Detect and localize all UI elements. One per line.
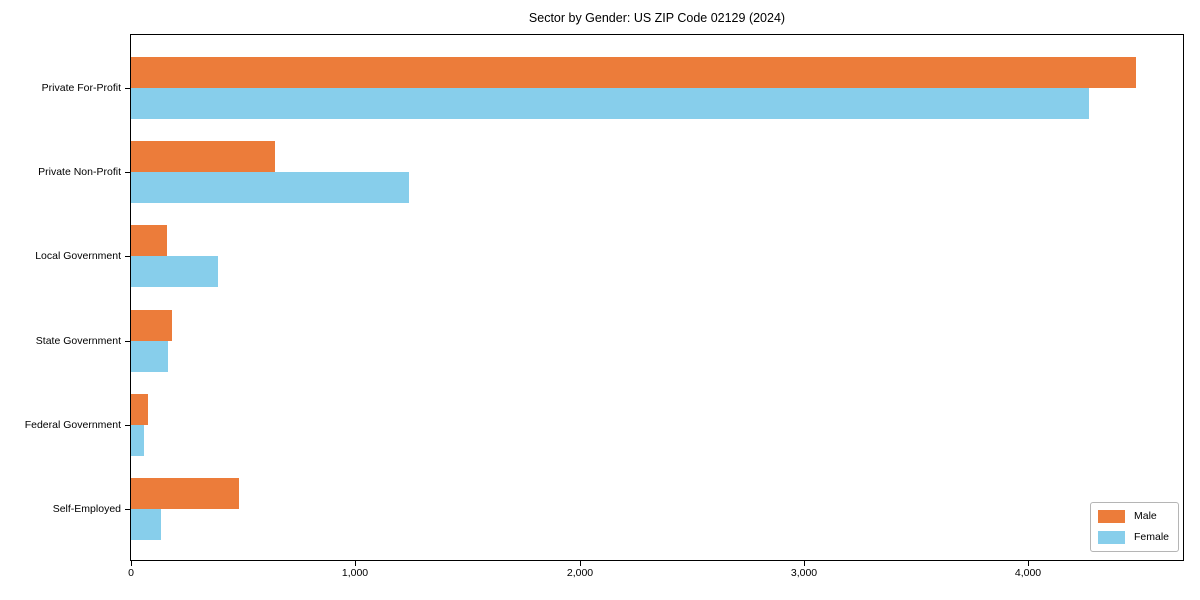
bar-male-private-for-profit bbox=[131, 57, 1136, 88]
x-tick-2000 bbox=[580, 561, 581, 566]
x-label-1000: 1,000 bbox=[341, 567, 369, 579]
x-tick-0 bbox=[131, 561, 132, 566]
x-label-0: 0 bbox=[128, 567, 134, 579]
legend-label-female: Female bbox=[1133, 531, 1169, 543]
legend-item-female: Female bbox=[1097, 531, 1169, 544]
legend-swatch-female bbox=[1097, 531, 1125, 544]
y-tick-self-employed bbox=[125, 509, 130, 510]
bar-female-federal-government bbox=[131, 424, 144, 456]
bar-female-local-government bbox=[131, 256, 218, 288]
legend-label-male: Male bbox=[1133, 510, 1157, 522]
y-label-self-employed: Self-Employed bbox=[52, 503, 121, 515]
y-label-federal-government: Federal Government bbox=[24, 418, 121, 431]
x-label-4000: 4,000 bbox=[1014, 567, 1042, 579]
chart-title: Sector by Gender: US ZIP Code 02129 (202… bbox=[528, 11, 786, 25]
bar-female-private-for-profit bbox=[131, 88, 1089, 119]
bar-male-federal-government bbox=[131, 393, 148, 425]
x-label-3000: 3,000 bbox=[790, 567, 818, 579]
bar-female-state-government bbox=[131, 340, 168, 372]
legend-item-male: Male bbox=[1097, 510, 1169, 523]
bar-female-private-non-profit bbox=[131, 172, 409, 204]
y-tick-private-for-profit bbox=[125, 88, 130, 89]
bar-male-private-non-profit bbox=[131, 141, 275, 173]
y-label-state-government: State Government bbox=[35, 334, 121, 347]
y-tick-private-non-profit bbox=[125, 172, 130, 174]
y-label-local-government: Local Government bbox=[35, 250, 121, 263]
bar-male-self-employed bbox=[131, 478, 239, 509]
legend-swatch-male bbox=[1097, 510, 1125, 523]
x-tick-1000 bbox=[355, 561, 356, 566]
y-label-private-for-profit: Private For-Profit bbox=[41, 82, 121, 94]
bar-male-state-government bbox=[131, 309, 172, 341]
bar-male-local-government bbox=[131, 225, 167, 257]
y-tick-local-government bbox=[125, 256, 130, 258]
legend: Male Female bbox=[1089, 502, 1179, 552]
bar-female-self-employed bbox=[131, 509, 161, 540]
x-tick-3000 bbox=[804, 561, 805, 566]
y-tick-federal-government bbox=[125, 424, 130, 426]
y-label-private-non-profit: Private Non-Profit bbox=[38, 166, 121, 179]
y-tick-state-government bbox=[125, 340, 130, 342]
x-label-2000: 2,000 bbox=[566, 567, 594, 579]
plot-area: Male Female bbox=[130, 34, 1184, 561]
x-tick-4000 bbox=[1028, 561, 1029, 566]
